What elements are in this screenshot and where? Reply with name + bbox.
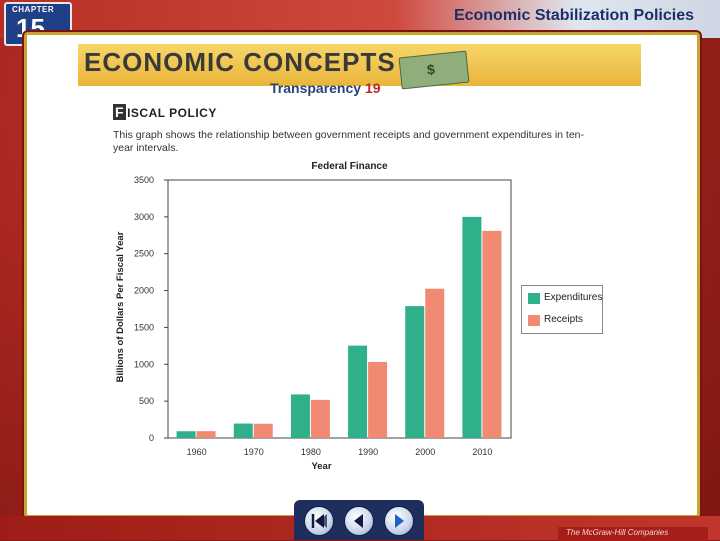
chart-title: Federal Finance bbox=[311, 161, 388, 172]
concepts-banner bbox=[78, 44, 641, 86]
skip-back-icon[interactable] bbox=[304, 506, 334, 536]
x-axis-label: Year bbox=[311, 461, 331, 472]
bar-expenditures-2000 bbox=[405, 306, 425, 438]
x-tick-label: 2010 bbox=[472, 447, 492, 457]
y-tick-label: 3000 bbox=[134, 212, 154, 222]
chart-legend: Expenditures Receipts bbox=[521, 285, 603, 334]
y-axis-label: Billions of Dollars Per Fiscal Year bbox=[115, 231, 126, 382]
bar-expenditures-1980 bbox=[290, 394, 310, 438]
legend-swatch-receipts bbox=[528, 315, 540, 326]
plot-frame bbox=[167, 179, 512, 439]
banner-title: ECONOMIC CONCEPTS bbox=[84, 47, 396, 77]
transparency-number: 19 bbox=[364, 80, 381, 96]
bar-receipts-2000 bbox=[425, 288, 445, 438]
x-tick-label: 2000 bbox=[415, 447, 435, 457]
arrow-left-icon[interactable] bbox=[344, 506, 374, 536]
x-tick-label: 1960 bbox=[187, 447, 207, 457]
bar-receipts-1990 bbox=[368, 361, 388, 438]
y-tick-label: 2000 bbox=[134, 286, 154, 296]
publisher-name: The McGraw-Hill Companies bbox=[566, 528, 669, 537]
publisher-logo: The McGraw-Hill Companies bbox=[558, 527, 708, 541]
bar-receipts-1980 bbox=[310, 399, 330, 438]
section-heading: F ISCAL POLICY bbox=[113, 104, 217, 120]
y-tick-label: 1500 bbox=[134, 322, 154, 332]
y-tick-label: 500 bbox=[139, 396, 154, 406]
y-tick-label: 2500 bbox=[134, 249, 154, 259]
section-heading-initial: F bbox=[113, 104, 127, 120]
y-tick-label: 0 bbox=[149, 433, 154, 443]
section-heading-text: ISCAL POLICY bbox=[127, 106, 217, 120]
slide-navigation bbox=[294, 500, 424, 540]
y-tick-label: 3500 bbox=[134, 175, 154, 185]
legend-label-receipts: Receipts bbox=[544, 314, 583, 325]
section-description: This graph shows the relationship betwee… bbox=[113, 129, 585, 154]
y-tick-label: 1000 bbox=[134, 359, 154, 369]
legend-swatch-expenditures bbox=[528, 293, 540, 304]
x-tick-label: 1970 bbox=[244, 447, 264, 457]
bar-expenditures-2010 bbox=[462, 216, 482, 438]
bar-expenditures-1990 bbox=[348, 345, 368, 438]
bar-receipts-1960 bbox=[196, 431, 216, 438]
x-tick-label: 1980 bbox=[301, 447, 321, 457]
x-tick-label: 1990 bbox=[358, 447, 378, 457]
legend-label-expenditures: Expenditures bbox=[544, 292, 603, 303]
transparency-label: Transparency 19 bbox=[270, 80, 381, 96]
federal-finance-chart: Federal Finance 0 500 1000 1500 2000 2500 3000 3… bbox=[115, 161, 512, 472]
bar-expenditures-1970 bbox=[233, 423, 253, 438]
bar-receipts-1970 bbox=[253, 423, 273, 438]
transparency-text: Transparency bbox=[270, 80, 362, 96]
arrow-right-icon[interactable] bbox=[384, 506, 414, 536]
bar-expenditures-1960 bbox=[176, 431, 196, 438]
chapter-label: CHAPTER bbox=[12, 5, 55, 14]
header-title: Economic Stabilization Policies bbox=[453, 7, 694, 24]
bar-receipts-2010 bbox=[482, 230, 502, 438]
header-band bbox=[0, 0, 720, 38]
